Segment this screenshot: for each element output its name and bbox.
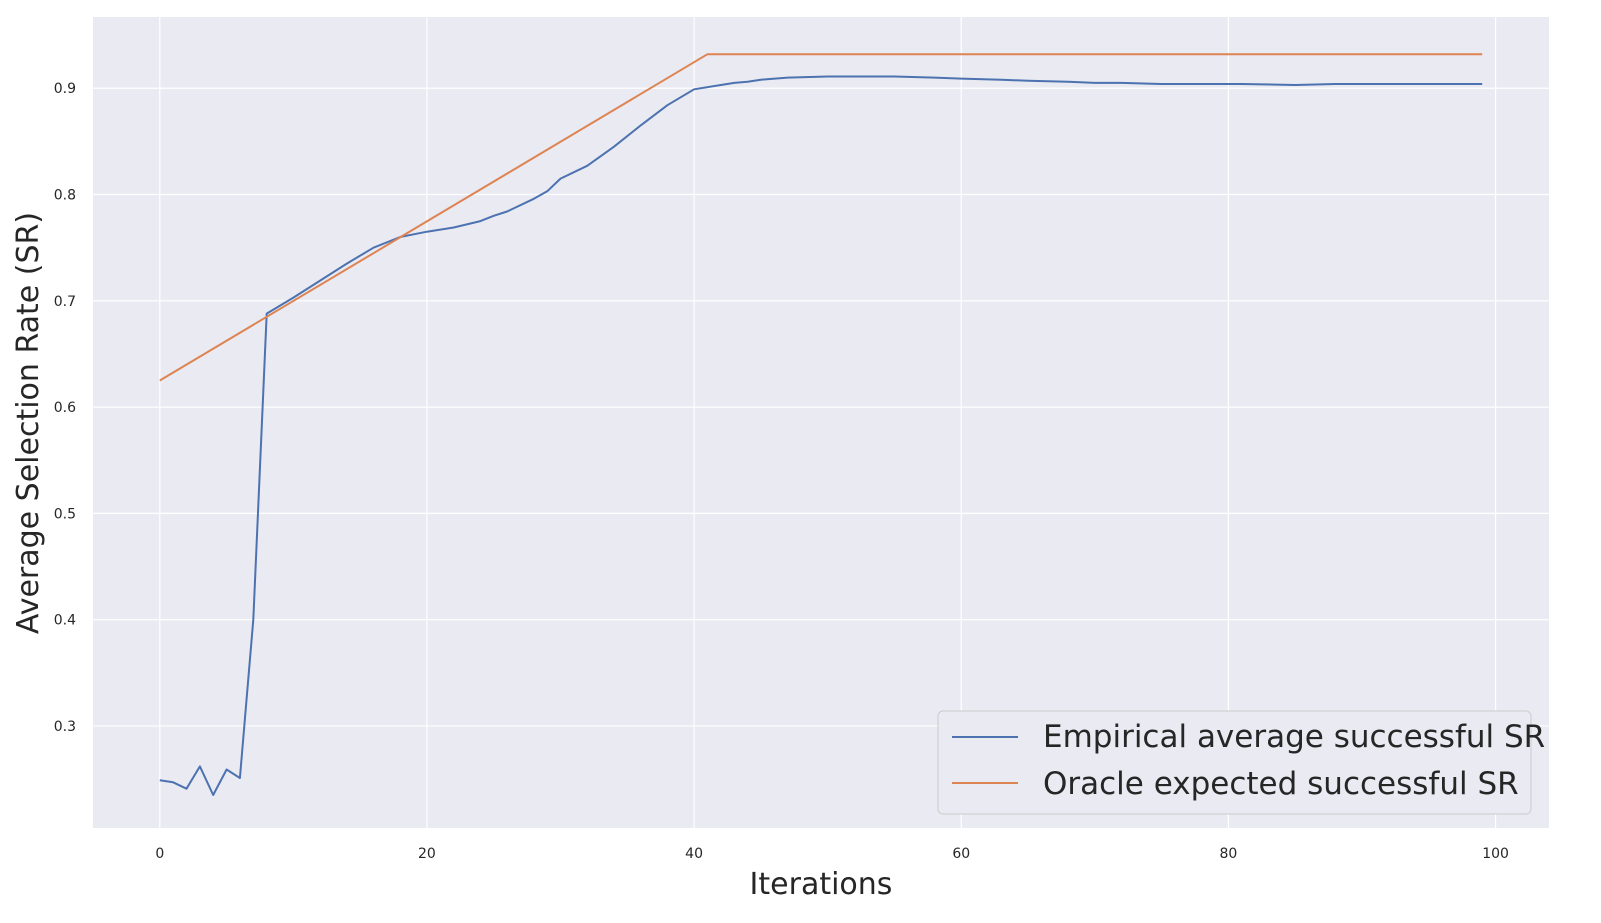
series-line-1 (159, 53, 1483, 382)
y-tick-label: 0.4 (54, 613, 76, 629)
grid (93, 17, 1549, 828)
y-tick-label: 0.8 (54, 188, 76, 204)
x-tick-label: 80 (1219, 846, 1237, 862)
x-tick-label: 0 (155, 846, 164, 862)
y-tick-label: 0.9 (54, 81, 76, 97)
x-tick-label: 40 (685, 846, 703, 862)
y-tick-label: 0.5 (54, 506, 76, 522)
x-tick-label: 100 (1482, 846, 1509, 862)
y-tick-label: 0.7 (54, 294, 76, 310)
y-tick-labels: 0.3 0.4 0.5 0.6 0.7 0.8 0.9 (54, 81, 76, 735)
legend-label-empirical: Empirical average successful SR (1043, 719, 1545, 755)
legend-box (937, 710, 1532, 815)
legend-label-oracle: Oracle expected successful SR (1043, 766, 1519, 802)
y-tick-label: 0.3 (54, 719, 76, 735)
y-axis-title: Average Selection Rate (SR) (11, 212, 46, 634)
x-axis-title: Iterations (750, 867, 893, 902)
x-tick-labels: 0 20 40 60 80 100 (155, 846, 1509, 862)
plot-background (93, 17, 1549, 828)
x-tick-label: 20 (418, 846, 436, 862)
series-layer (159, 53, 1483, 796)
legend: Empirical average successful SR Oracle e… (937, 710, 1545, 815)
series-line-0 (159, 75, 1483, 796)
x-tick-label: 60 (952, 846, 970, 862)
y-tick-label: 0.6 (54, 400, 76, 416)
